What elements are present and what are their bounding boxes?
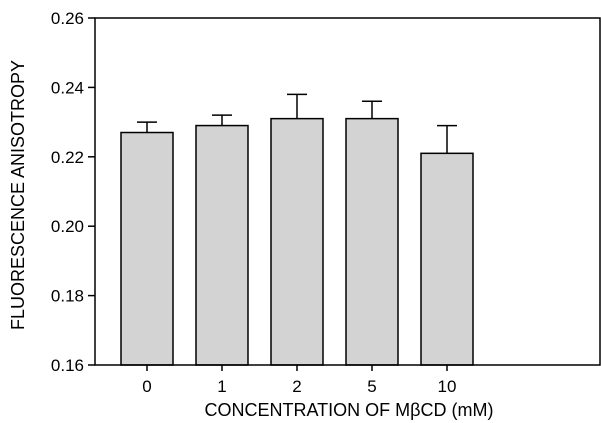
y-axis-label: FLUORESCENCE ANISOTROPY (8, 60, 28, 330)
y-tick-label-0.18: 0.18 (51, 287, 84, 306)
y-tick-label-0.24: 0.24 (51, 78, 84, 97)
bar-2 (270, 117, 324, 366)
plot-frame (94, 17, 601, 366)
y-axis: 0.16 0.18 0.20 0.22 0.24 0.26 (51, 9, 95, 375)
plot-area (94, 17, 601, 366)
bar-0 (120, 131, 174, 366)
x-tick-label-10: 10 (438, 377, 457, 396)
y-tick-label-0.26: 0.26 (51, 9, 84, 28)
bar-5 (345, 117, 399, 366)
x-axis-label: CONCENTRATION OF MβCD (mM) (205, 400, 494, 420)
x-tick-label-2: 2 (292, 377, 301, 396)
y-tick-label-0.16: 0.16 (51, 356, 84, 375)
x-tick-label-0: 0 (142, 377, 151, 396)
bar-1 (195, 124, 249, 366)
x-axis: 0 1 2 5 10 (142, 365, 456, 396)
bar-10 (420, 152, 474, 366)
x-tick-label-5: 5 (367, 377, 376, 396)
x-tick-label-1: 1 (217, 377, 226, 396)
y-tick-label-0.22: 0.22 (51, 148, 84, 167)
y-tick-label-0.20: 0.20 (51, 217, 84, 236)
